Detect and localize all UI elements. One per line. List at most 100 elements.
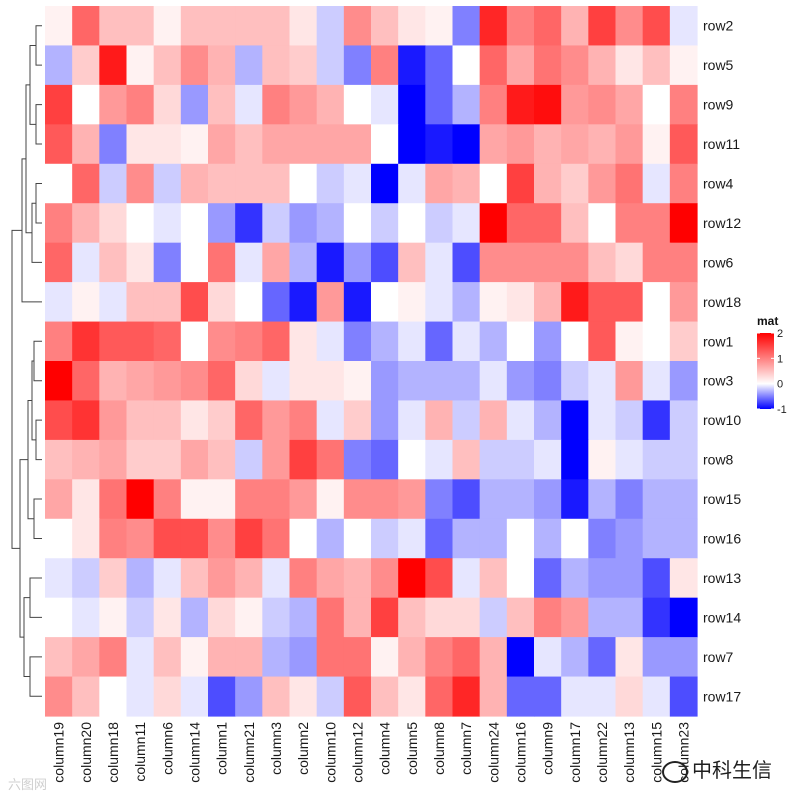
heatmap-cell [289,321,318,362]
heatmap-cell [479,439,508,480]
row-label: row12 [703,215,741,231]
heatmap-cell [669,203,698,244]
heatmap-cell [561,637,589,678]
heatmap-cell [289,479,318,520]
heatmap-cell [642,597,671,638]
heatmap-cell [235,242,263,283]
heatmap-cell [208,479,236,520]
heatmap-cell [208,558,236,599]
legend-tick-label: 0 [777,379,783,391]
heatmap-cell [452,282,481,323]
heatmap-cell [72,637,100,678]
heatmap-cell [208,163,236,204]
heatmap-cell [506,124,535,165]
dendrogram-branch [11,229,22,549]
column-label: column12 [349,722,365,783]
heatmap-cell [506,479,535,520]
heatmap-cell [343,124,372,165]
heatmap-cell [45,45,73,86]
heatmap-cell [534,163,562,204]
heatmap-cell [479,84,508,125]
heatmap-cell [534,479,562,520]
heatmap-cell [235,321,263,362]
heatmap-cell [45,518,73,559]
heatmap-cell [72,45,100,86]
heatmap-cell [180,242,209,283]
heatmap-cell [534,45,562,86]
row-label: row5 [703,57,734,73]
heatmap-cell [262,84,291,125]
heatmap-cell [99,163,128,204]
watermark-left: 六图网 [8,774,47,793]
heatmap-cell [561,282,589,323]
heatmap-cell [452,518,481,559]
heatmap-cell [534,282,562,323]
heatmap-cell [153,597,182,638]
heatmap-cell [588,6,617,47]
heatmap-cell [208,439,236,480]
heatmap-cell [153,45,182,86]
heatmap-cell [316,558,345,599]
row-dendrogram [11,25,42,697]
heatmap-cell [615,124,644,165]
heatmap-cell [235,637,263,678]
heatmap-cell [371,518,399,559]
wechat-icon [662,760,688,783]
heatmap-cell [561,242,589,283]
heatmap-cell [642,124,671,165]
heatmap-cell [45,637,73,678]
heatmap-cell [588,163,617,204]
column-labels: column19 column20 column18 column11 column6 c… [51,722,692,783]
heatmap-cell [588,400,617,441]
column-label: column21 [241,722,257,783]
heatmap-cell [398,479,426,520]
heatmap-cell [642,84,671,125]
heatmap-cell [642,6,671,47]
heatmap-cell [99,282,128,323]
heatmap-cell [425,45,454,86]
heatmap-cell [479,6,508,47]
heatmap-cell [45,400,73,441]
dendrogram-branch [31,202,42,263]
row-label: row10 [703,412,741,428]
heatmap-cell [208,84,236,125]
column-label: column8 [431,722,447,775]
heatmap-cell [316,400,345,441]
heatmap-cell [72,597,100,638]
heatmap-cell [126,597,155,638]
heatmap-cell [398,124,426,165]
heatmap-cell [534,558,562,599]
heatmap-cell [180,84,209,125]
heatmap-cell [235,203,263,244]
heatmap-cell [262,6,291,47]
heatmap-cell [99,242,128,283]
heatmap-cell [72,84,100,125]
heatmap-cell [398,282,426,323]
heatmap-cell [452,439,481,480]
heatmap-cell [180,637,209,678]
heatmap-cell [371,637,399,678]
heatmap-cell [479,45,508,86]
heatmap-cell [479,637,508,678]
row-label: row8 [703,452,734,468]
heatmap-cell [262,558,291,599]
heatmap-cell [534,124,562,165]
dendrogram-branch [33,340,42,382]
heatmap-cell [479,400,508,441]
heatmap-cell [371,203,399,244]
heatmap-cell [72,479,100,520]
heatmap-cell [72,518,100,559]
heatmap-cell [506,163,535,204]
heatmap-cell [153,163,182,204]
heatmap-cell [99,124,128,165]
heatmap-cell [126,361,155,402]
heatmap-cell [316,518,345,559]
heatmap-cell [561,6,589,47]
heatmap-cell [153,558,182,599]
heatmap-cell [180,361,209,402]
heatmap-cell [615,597,644,638]
heatmap-cell [72,6,100,47]
heatmap-cell [588,282,617,323]
heatmap-cell [343,597,372,638]
heatmap-cell [45,597,73,638]
